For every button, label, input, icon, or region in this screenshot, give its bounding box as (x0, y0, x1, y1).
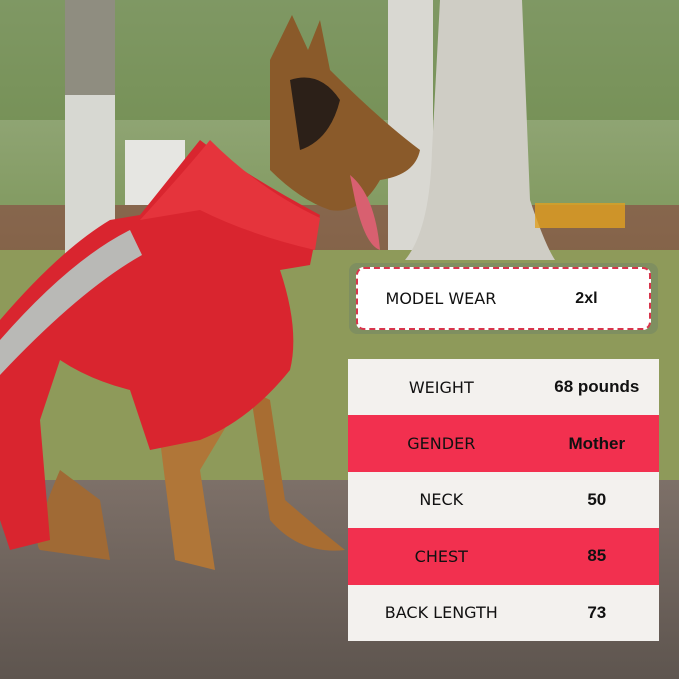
row-label: CHEST (414, 546, 468, 566)
table-row-back-length: BACK LENGTH 73 (348, 584, 659, 641)
model-wear-inner: MODEL WEAR 2xl (356, 267, 651, 330)
model-wear-value: 2xl (575, 289, 598, 307)
row-value: 85 (587, 546, 607, 566)
row-value: Mother (568, 433, 626, 453)
table-row-gender: GENDER Mother (348, 415, 659, 472)
table-row-chest: CHEST 85 (348, 528, 659, 585)
measurements-table: WEIGHT 68 pounds GENDER Mother NECK 50 C… (348, 359, 659, 641)
row-value: 73 (587, 602, 607, 622)
red-raincoat (0, 140, 320, 550)
row-label: GENDER (407, 434, 476, 454)
table-row-weight: WEIGHT 68 pounds (348, 359, 659, 416)
row-label: BACK LENGTH (384, 603, 498, 623)
tree-trunk (405, 0, 555, 260)
row-label: NECK (419, 490, 464, 510)
dog (37, 15, 420, 570)
model-wear-label: MODEL WEAR (385, 289, 497, 308)
table-row-neck: NECK 50 (348, 471, 659, 529)
row-label: WEIGHT (408, 377, 474, 397)
model-wear-card: MODEL WEAR 2xl (349, 263, 658, 334)
tree-trunk (388, 0, 433, 250)
row-value: 50 (587, 489, 607, 509)
row-value: 68 pounds (554, 377, 640, 397)
reflective-strip (0, 230, 142, 375)
